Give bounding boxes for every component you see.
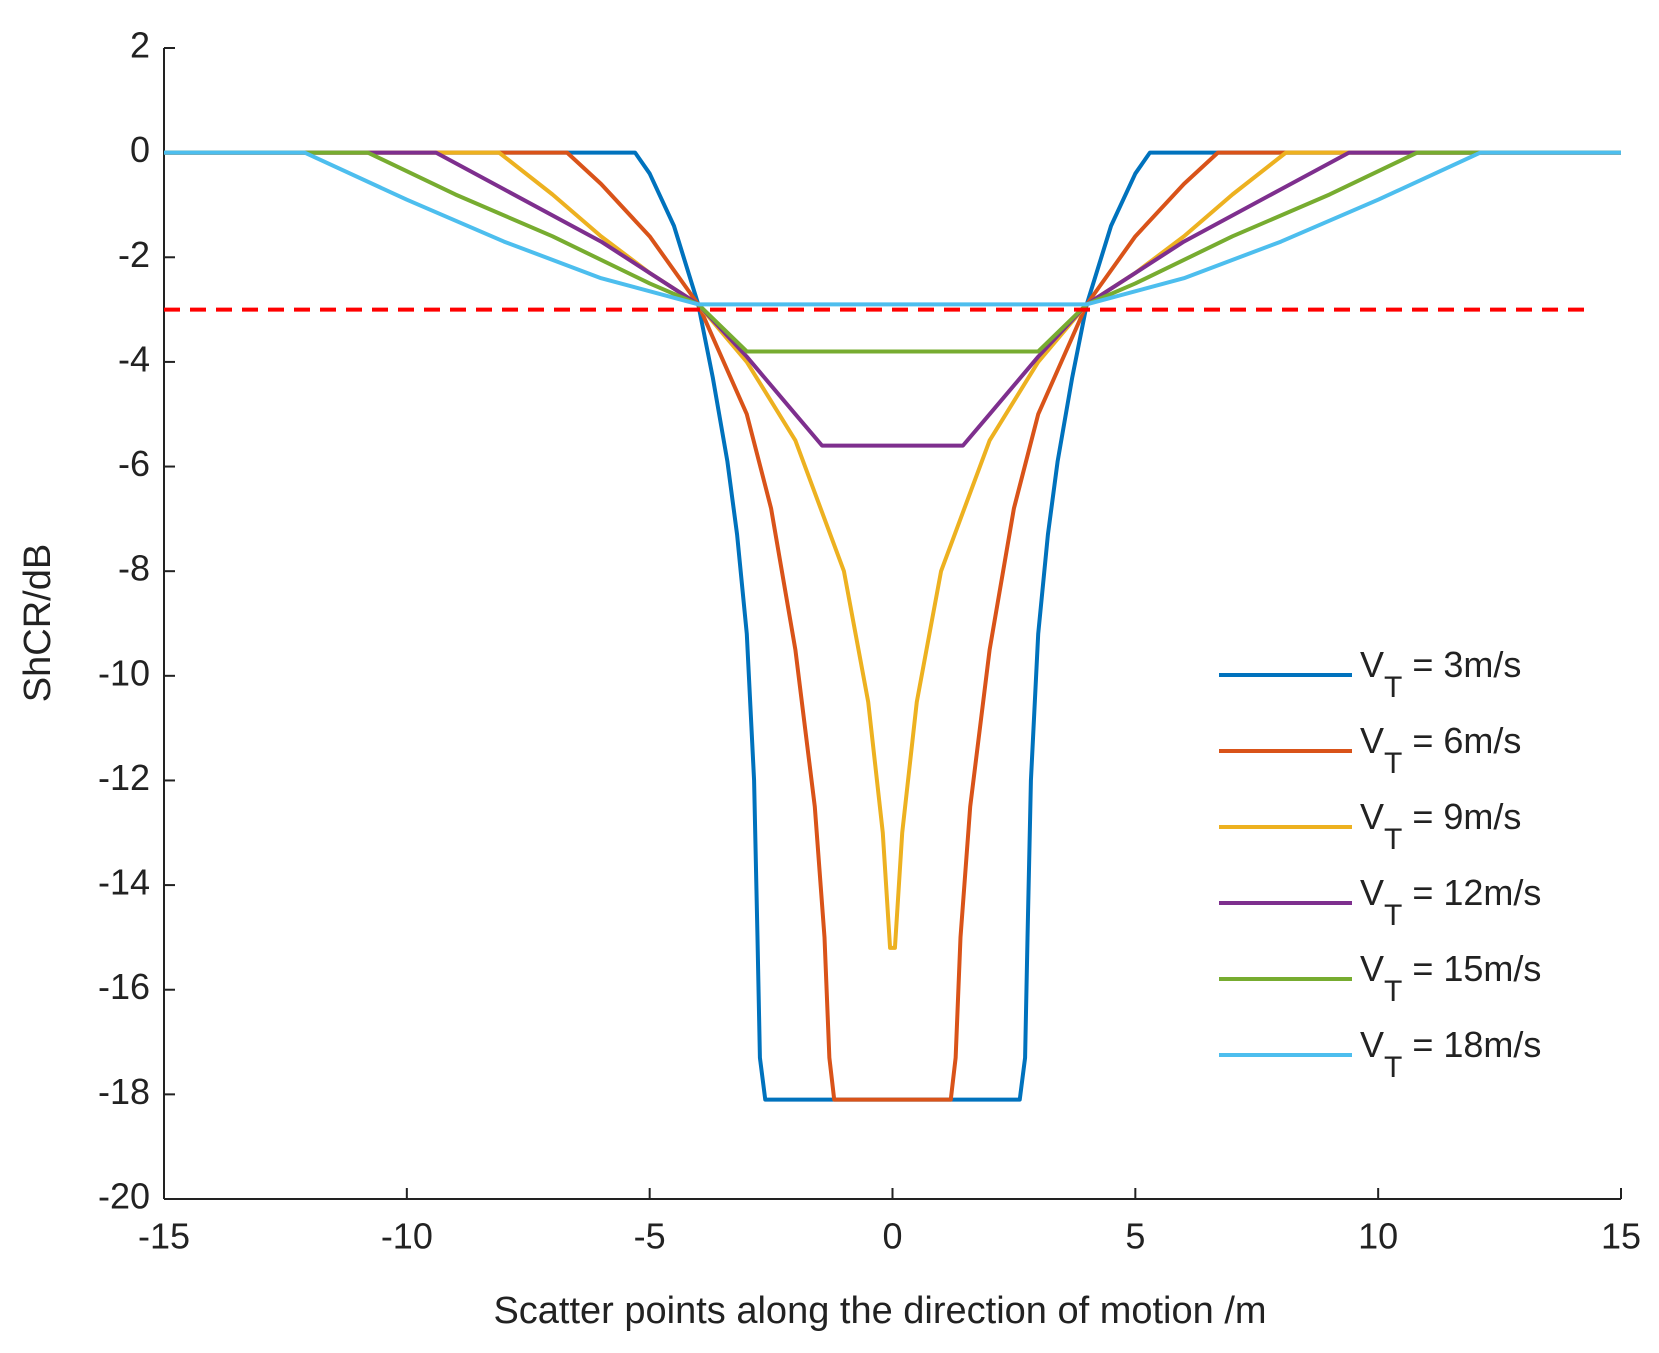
x-tick-label: -5	[634, 1216, 666, 1257]
y-tick-label: -18	[98, 1071, 150, 1112]
y-tick-label: 0	[130, 129, 150, 170]
legend-label: VT = 12m/s	[1360, 872, 1541, 932]
x-tick-label: -15	[138, 1216, 190, 1257]
y-tick-label: -10	[98, 652, 150, 693]
line-series	[164, 150, 1621, 354]
x-tick-label: 0	[882, 1216, 902, 1257]
line-series	[164, 150, 1621, 448]
y-axis-label: ShCR/dB	[17, 544, 59, 702]
legend-label: VT = 18m/s	[1360, 1024, 1541, 1084]
y-tick-label: -8	[118, 548, 150, 589]
x-tick-label: -10	[381, 1216, 433, 1257]
line-series	[164, 150, 1621, 307]
y-tick-label: -20	[98, 1176, 150, 1217]
y-tick-label: -2	[118, 234, 150, 275]
y-tick-label: -6	[118, 443, 150, 484]
legend-label: VT = 15m/s	[1360, 948, 1541, 1008]
line-series	[164, 150, 1621, 1102]
legend-label: VT = 6m/s	[1360, 720, 1521, 780]
y-tick-label: 2	[130, 25, 150, 66]
x-tick-label: 15	[1601, 1216, 1641, 1257]
x-tick-label: 5	[1125, 1216, 1145, 1257]
y-tick-label: -4	[118, 338, 150, 379]
x-tick-label: 10	[1358, 1216, 1398, 1257]
x-axis-label: Scatter points along the direction of mo…	[493, 1290, 1266, 1332]
legend-label: VT = 9m/s	[1360, 796, 1521, 856]
legend-label: VT = 3m/s	[1360, 644, 1521, 704]
y-tick-label: -16	[98, 966, 150, 1007]
y-tick-label: -12	[98, 757, 150, 798]
y-tick-label: -14	[98, 862, 150, 903]
